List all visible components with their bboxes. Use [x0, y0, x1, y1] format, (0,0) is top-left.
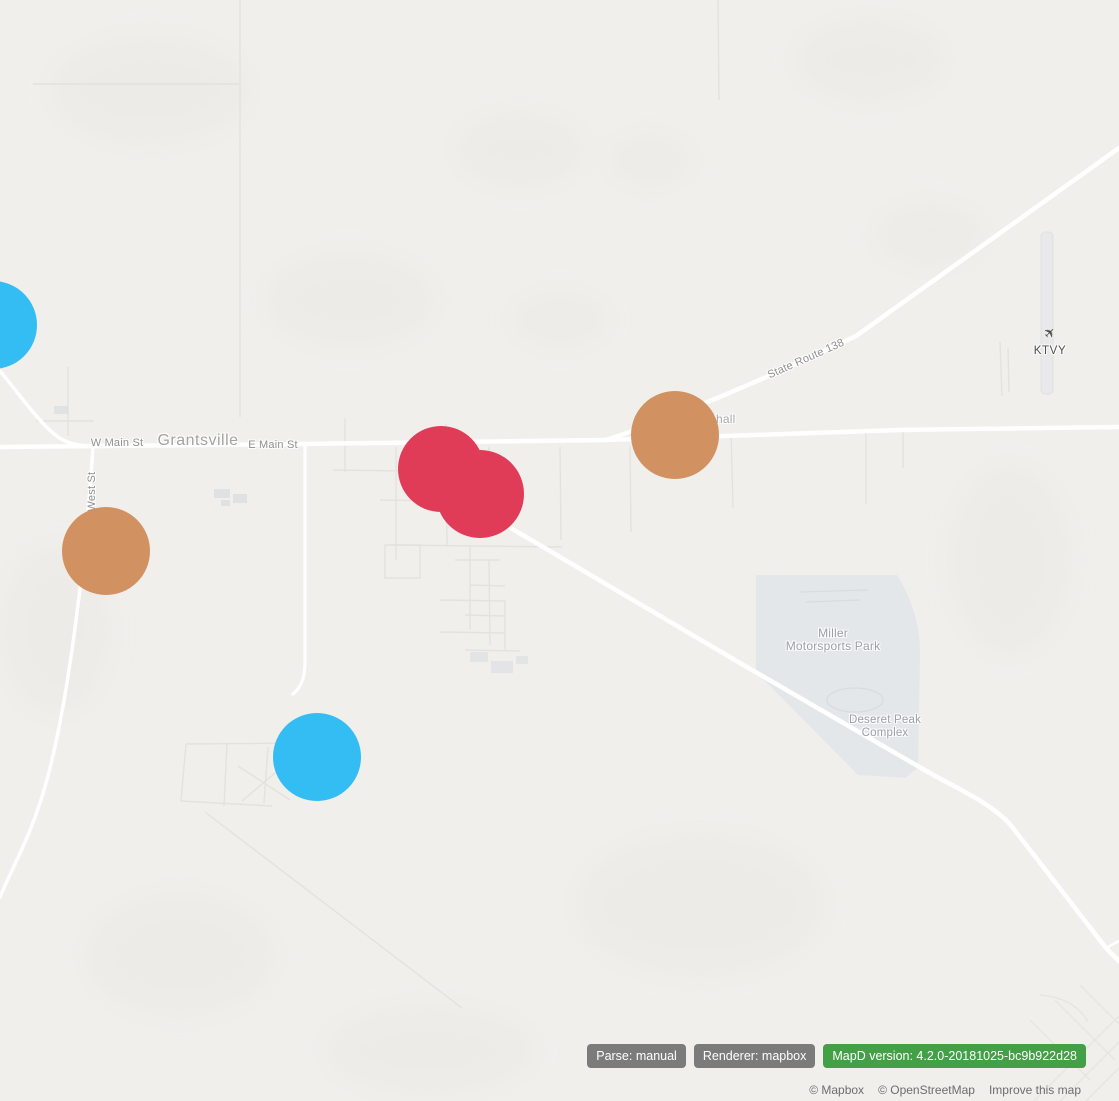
buildings-light: [470, 652, 528, 673]
status-badge-mapd-version: MapD version: 4.2.0-20181025-bc9b922d28: [823, 1044, 1086, 1068]
status-badge-parse: Parse: manual: [587, 1044, 686, 1068]
status-badge-row: Parse: manual Renderer: mapbox MapD vers…: [587, 1044, 1086, 1068]
airport-label-ktvy: KTVY: [1033, 345, 1067, 357]
point-red-b[interactable]: [436, 450, 524, 538]
city-label-grantsville: Grantsville: [157, 432, 239, 449]
point-blue-left[interactable]: [0, 281, 37, 369]
point-orange-west[interactable]: [62, 507, 150, 595]
park-label-deseret: Deseret Peak Complex: [849, 714, 921, 740]
park-label-deseret-line2: Complex: [861, 727, 909, 739]
attribution-improve-link[interactable]: Improve this map: [988, 1083, 1081, 1097]
point-blue-south[interactable]: [273, 713, 361, 801]
map-attribution: © Mapbox © OpenStreetMap Improve this ma…: [809, 1083, 1081, 1097]
runway: [1040, 231, 1054, 395]
buildings: [54, 406, 247, 506]
street-label-e-main: E Main St: [248, 439, 298, 451]
park-label-miller-line2: Motorsports Park: [785, 639, 881, 653]
motorsports-park-area: [756, 575, 921, 778]
park-label-miller-line1: Miller: [818, 626, 848, 640]
attribution-mapbox-link[interactable]: © Mapbox: [809, 1083, 865, 1097]
street-label-w-main: W Main St: [90, 437, 144, 449]
park-track-detail: [799, 589, 884, 713]
attribution-osm-link[interactable]: © OpenStreetMap: [878, 1083, 975, 1097]
status-badge-renderer: Renderer: mapbox: [693, 1044, 816, 1068]
park-label-miller: Miller Motorsports Park: [786, 627, 881, 653]
park-label-deseret-line1: Deseret Peak: [848, 714, 922, 726]
point-orange-marshall[interactable]: [631, 391, 719, 479]
major-roads: [0, 145, 1119, 964]
minor-roads: [33, 0, 1010, 1009]
